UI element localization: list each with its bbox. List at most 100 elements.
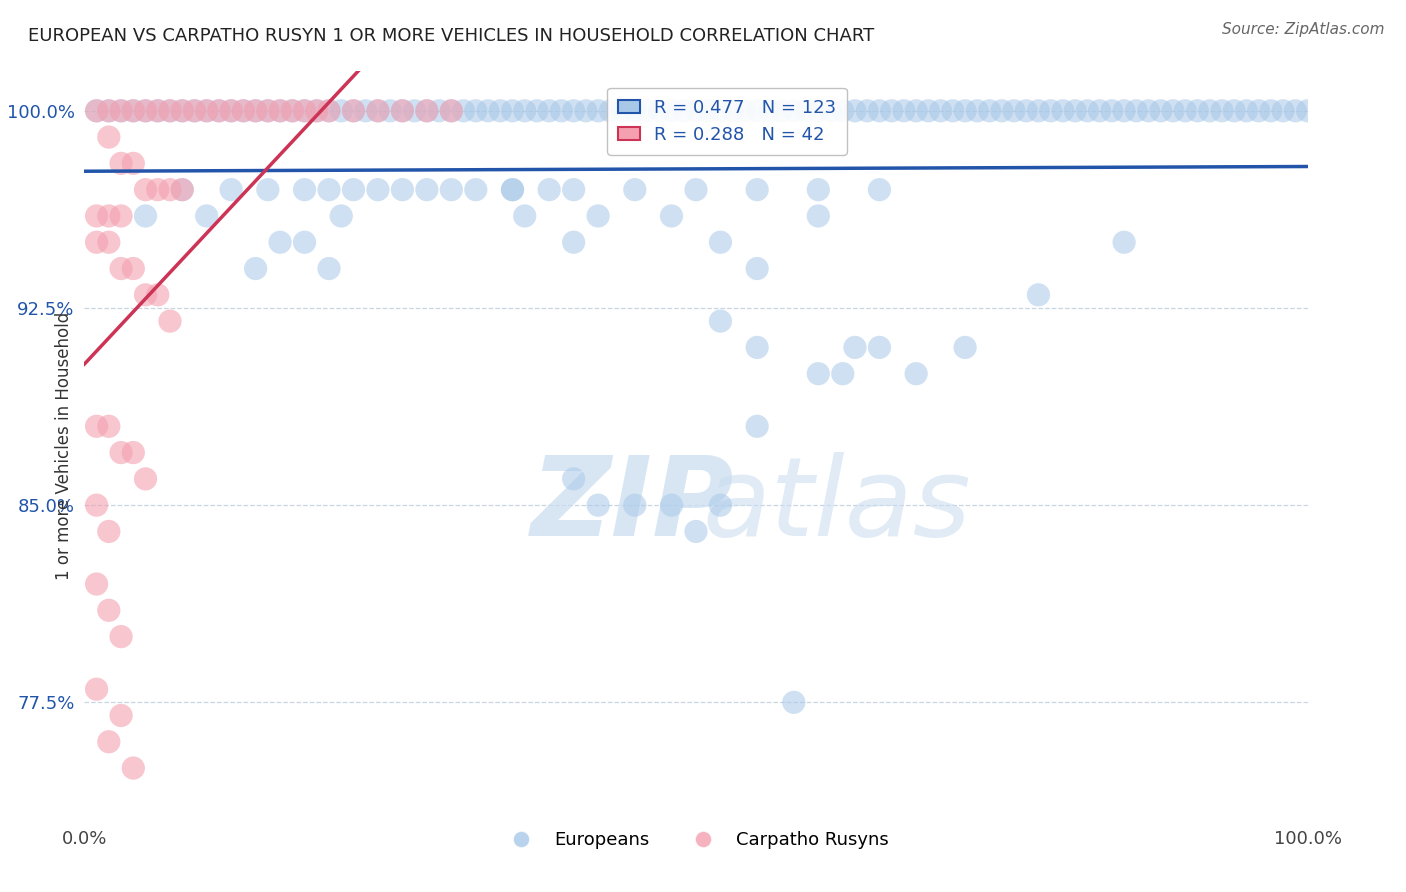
Europeans <box>831 103 853 118</box>
Europeans <box>844 340 866 354</box>
Europeans <box>257 103 280 118</box>
Europeans <box>1076 103 1098 118</box>
Europeans <box>979 103 1001 118</box>
Europeans <box>195 103 218 118</box>
Europeans <box>1296 103 1319 118</box>
Europeans <box>1015 103 1038 118</box>
Carpatho Rusyns <box>146 288 169 302</box>
Europeans <box>929 103 952 118</box>
Europeans <box>807 209 830 223</box>
Europeans <box>1161 103 1184 118</box>
Europeans <box>1150 103 1173 118</box>
Y-axis label: 1 or more Vehicles in Household: 1 or more Vehicles in Household <box>55 312 73 580</box>
Europeans <box>281 103 304 118</box>
Europeans <box>1260 103 1282 118</box>
Europeans <box>1114 103 1136 118</box>
Carpatho Rusyns <box>183 103 205 118</box>
Carpatho Rusyns <box>208 103 231 118</box>
Europeans <box>758 103 780 118</box>
Europeans <box>807 183 830 197</box>
Europeans <box>86 103 108 118</box>
Text: ZIP: ZIP <box>531 452 734 559</box>
Europeans <box>747 340 769 354</box>
Europeans <box>1039 103 1062 118</box>
Europeans <box>893 103 915 118</box>
Europeans <box>880 103 903 118</box>
Europeans <box>367 103 389 118</box>
Europeans <box>869 340 891 354</box>
Europeans <box>245 103 267 118</box>
Europeans <box>709 103 731 118</box>
Carpatho Rusyns <box>416 103 439 118</box>
Carpatho Rusyns <box>110 156 132 170</box>
Europeans <box>672 103 695 118</box>
Europeans <box>305 103 328 118</box>
Carpatho Rusyns <box>86 103 108 118</box>
Europeans <box>1125 103 1147 118</box>
Text: EUROPEAN VS CARPATHO RUSYN 1 OR MORE VEHICLES IN HOUSEHOLD CORRELATION CHART: EUROPEAN VS CARPATHO RUSYN 1 OR MORE VEH… <box>28 27 875 45</box>
Carpatho Rusyns <box>294 103 316 118</box>
Europeans <box>342 103 364 118</box>
Europeans <box>391 183 413 197</box>
Carpatho Rusyns <box>135 288 157 302</box>
Europeans <box>464 183 486 197</box>
Europeans <box>110 103 132 118</box>
Europeans <box>648 103 671 118</box>
Europeans <box>269 103 291 118</box>
Carpatho Rusyns <box>86 235 108 250</box>
Europeans <box>294 235 316 250</box>
Europeans <box>624 103 647 118</box>
Europeans <box>953 103 976 118</box>
Carpatho Rusyns <box>97 603 120 617</box>
Europeans <box>1174 103 1197 118</box>
Carpatho Rusyns <box>146 183 169 197</box>
Europeans <box>586 498 609 512</box>
Europeans <box>747 183 769 197</box>
Europeans <box>636 103 658 118</box>
Europeans <box>330 209 353 223</box>
Europeans <box>562 472 585 486</box>
Carpatho Rusyns <box>122 261 145 276</box>
Europeans <box>685 183 707 197</box>
Carpatho Rusyns <box>135 103 157 118</box>
Europeans <box>624 183 647 197</box>
Carpatho Rusyns <box>232 103 254 118</box>
Europeans <box>195 209 218 223</box>
Europeans <box>354 103 377 118</box>
Europeans <box>502 183 524 197</box>
Carpatho Rusyns <box>110 103 132 118</box>
Carpatho Rusyns <box>110 630 132 644</box>
Europeans <box>404 103 426 118</box>
Europeans <box>562 235 585 250</box>
Carpatho Rusyns <box>97 235 120 250</box>
Carpatho Rusyns <box>86 682 108 697</box>
Carpatho Rusyns <box>122 156 145 170</box>
Carpatho Rusyns <box>110 261 132 276</box>
Europeans <box>991 103 1014 118</box>
Carpatho Rusyns <box>122 761 145 775</box>
Carpatho Rusyns <box>159 183 181 197</box>
Europeans <box>172 103 194 118</box>
Carpatho Rusyns <box>195 103 218 118</box>
Europeans <box>1223 103 1246 118</box>
Europeans <box>513 209 536 223</box>
Europeans <box>661 209 683 223</box>
Europeans <box>440 103 463 118</box>
Europeans <box>1064 103 1087 118</box>
Europeans <box>747 103 769 118</box>
Europeans <box>318 183 340 197</box>
Europeans <box>1052 103 1074 118</box>
Europeans <box>502 103 524 118</box>
Europeans <box>1272 103 1295 118</box>
Carpatho Rusyns <box>172 103 194 118</box>
Europeans <box>1002 103 1025 118</box>
Europeans <box>697 103 720 118</box>
Europeans <box>953 340 976 354</box>
Europeans <box>416 183 439 197</box>
Carpatho Rusyns <box>135 183 157 197</box>
Europeans <box>318 103 340 118</box>
Europeans <box>562 183 585 197</box>
Carpatho Rusyns <box>342 103 364 118</box>
Europeans <box>318 261 340 276</box>
Carpatho Rusyns <box>97 419 120 434</box>
